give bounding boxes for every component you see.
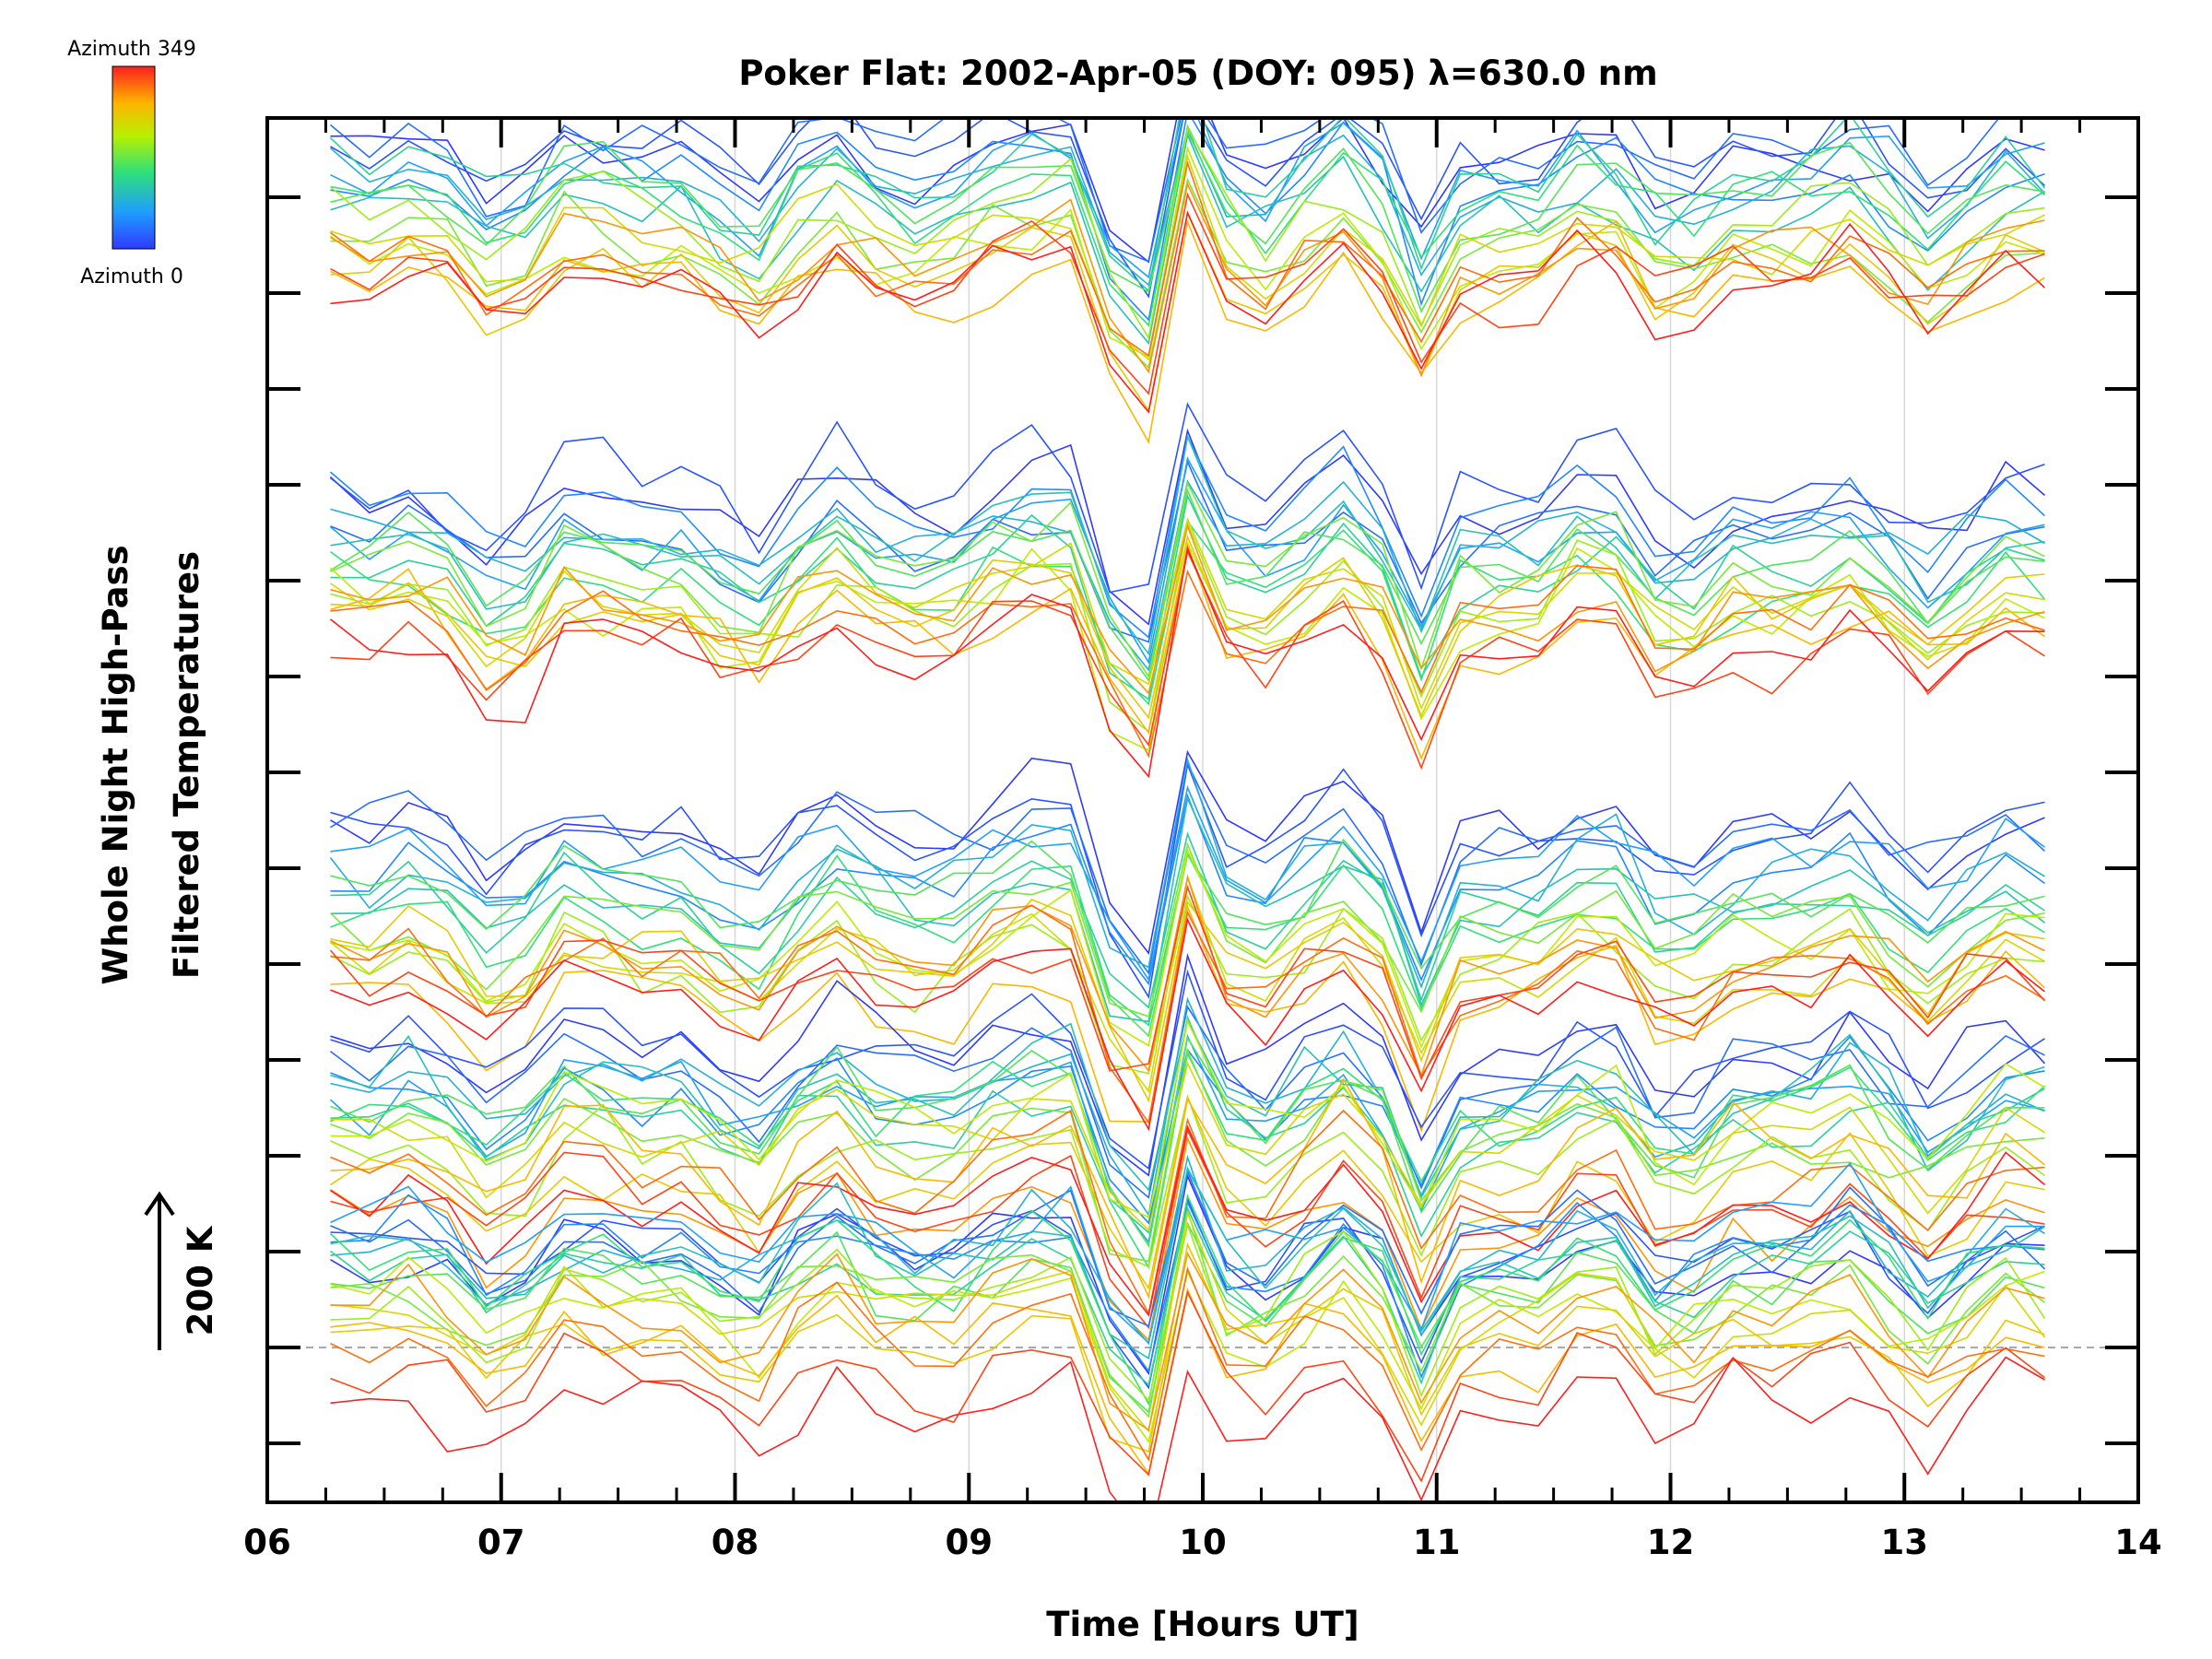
trace-group2-az312 [330, 564, 2045, 759]
trace-group2-az165 [330, 488, 2045, 683]
trace-group2-az92 [330, 479, 2045, 672]
x-tick-label: 11 [1413, 1523, 1461, 1562]
trace-group3-az92 [329, 757, 2045, 989]
trace-group2-az276 [330, 542, 2045, 760]
colorbar-gradient [112, 65, 156, 250]
trace-group5-az184 [330, 1210, 2045, 1418]
trace-group5-az165 [330, 1221, 2045, 1414]
trace-group2-az202 [330, 521, 2045, 734]
trace-group5-az312 [330, 1265, 2045, 1462]
y-axis-label-line2: Filtered Temperatures [167, 551, 206, 979]
trace-group5-az294 [330, 1251, 2045, 1431]
trace-group4-az0 [330, 953, 2046, 1177]
trace-group5-az92 [330, 1154, 2045, 1346]
trace-group1-az294 [330, 182, 2045, 378]
trace-group5-az220 [330, 1256, 2045, 1443]
x-tick-label: 10 [1179, 1523, 1227, 1562]
trace-group3-az73 [330, 784, 2045, 982]
trace-group5-az239 [330, 1210, 2046, 1433]
trace-group5-az110 [330, 1166, 2045, 1359]
trace-group4-az312 [330, 1109, 2045, 1316]
trace-group4-az294 [330, 1135, 2045, 1342]
trace-group1-az257 [330, 209, 2045, 413]
x-tick-label: 12 [1647, 1523, 1695, 1562]
scale-bar: 200 K [144, 1191, 220, 1350]
trace-group4-az239 [330, 1061, 2045, 1232]
trace-group4-az220 [330, 1018, 2045, 1218]
trace-group2-az110 [330, 433, 2045, 656]
temperature-traces [329, 118, 2046, 1502]
x-tick-label: 07 [477, 1523, 525, 1562]
trace-group1-az129 [329, 118, 2046, 293]
x-tick-label: 08 [712, 1523, 759, 1562]
trace-group2-az184 [330, 481, 2045, 679]
trace-group5-az257 [330, 1241, 2045, 1453]
colorbar-bottom-label: Azimuth 0 [80, 265, 183, 288]
trace-group5-az55 [330, 1194, 2045, 1380]
trace-group4-az165 [330, 1036, 2045, 1248]
trace-group1-az184 [330, 177, 2045, 370]
y-axis-label-line1: Whole Night High-Pass [96, 545, 135, 984]
trace-group2-az18 [330, 402, 2045, 594]
colorbar: Azimuth 349 Azimuth 0 [67, 38, 196, 288]
trace-group3-az312 [330, 904, 2045, 1124]
trace-group3-az129 [330, 831, 2045, 1009]
trace-group3-az165 [330, 838, 2045, 1038]
trace-group2-az129 [330, 493, 2045, 701]
trace-group3-az294 [330, 874, 2045, 1077]
trace-group1-az73 [330, 118, 2045, 279]
x-tick-label: 14 [2114, 1523, 2162, 1562]
trace-group4-az129 [330, 1015, 2045, 1238]
trace-group1-az37 [329, 118, 2000, 263]
trace-group1-az202 [329, 125, 2045, 340]
trace-group1-az18 [330, 118, 2046, 299]
scale-bar-label: 200 K [181, 1225, 220, 1335]
trace-group4-az276 [330, 1077, 2046, 1300]
trace-group1-az349 [330, 210, 2046, 414]
trace-group2-az0 [329, 428, 2046, 626]
trace-group4-az92 [330, 996, 2045, 1218]
trace-group5-az331 [330, 1289, 2045, 1483]
trace-group3-az276 [330, 904, 2046, 1133]
trace-group3-az257 [330, 899, 2045, 1103]
x-tick-label: 09 [946, 1523, 994, 1562]
trace-group1-az147 [330, 124, 2046, 327]
trace-group1-az55 [330, 118, 2045, 322]
x-axis-label: Time [Hours UT] [1046, 1605, 1359, 1644]
gridlines [500, 118, 1905, 1502]
trace-group3-az184 [329, 841, 2045, 1018]
trace-group2-az294 [330, 524, 2045, 695]
colorbar-top-label: Azimuth 349 [67, 38, 196, 61]
trace-group1-az331 [330, 192, 2045, 395]
x-tick-label: 13 [1881, 1523, 1929, 1562]
trace-group5-az276 [330, 1287, 2045, 1476]
x-tick-labels: 06 07 08 09 10 11 12 13 14 [243, 1523, 2162, 1562]
trace-group5-az147 [329, 1193, 2045, 1406]
scale-bar-arrowhead [144, 1191, 175, 1217]
trace-group3-az349 [330, 917, 2045, 1132]
chart-title: Poker Flat: 2002-Apr-05 (DOY: 095) λ=630… [738, 53, 1657, 93]
trace-group4-az257 [330, 1094, 2045, 1290]
trace-group5-az349 [330, 1356, 2045, 1502]
x-tick-label: 06 [243, 1523, 291, 1562]
trace-group2-az331 [330, 549, 2045, 771]
trace-group5-az202 [330, 1222, 2046, 1403]
trace-group1-az312 [330, 159, 2045, 358]
trace-group3-az331 [329, 884, 2046, 1081]
trace-group5-az0 [330, 1173, 2045, 1376]
trace-group4-az18 [330, 969, 2045, 1171]
trace-group2-az257 [330, 534, 2045, 720]
trace-group5-az129 [330, 1206, 2045, 1387]
axis-ticks [265, 118, 2140, 1502]
trace-group1-az276 [330, 218, 2045, 444]
trace-group2-az349 [330, 546, 2045, 779]
